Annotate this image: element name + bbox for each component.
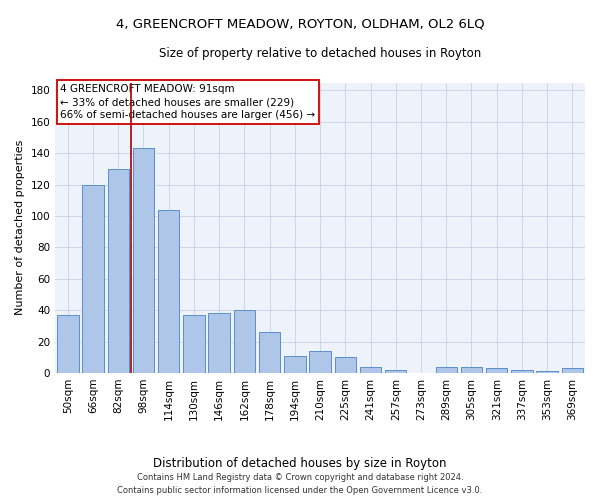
Y-axis label: Number of detached properties: Number of detached properties bbox=[15, 140, 25, 316]
Text: 4 GREENCROFT MEADOW: 91sqm
← 33% of detached houses are smaller (229)
66% of sem: 4 GREENCROFT MEADOW: 91sqm ← 33% of deta… bbox=[61, 84, 316, 120]
Bar bbox=[486, 368, 508, 373]
Bar bbox=[562, 368, 583, 373]
Bar bbox=[284, 356, 305, 373]
Bar bbox=[183, 315, 205, 373]
Bar bbox=[310, 351, 331, 373]
Bar bbox=[461, 366, 482, 373]
Bar bbox=[385, 370, 406, 373]
Bar bbox=[259, 332, 280, 373]
Title: Size of property relative to detached houses in Royton: Size of property relative to detached ho… bbox=[159, 48, 481, 60]
Bar bbox=[436, 366, 457, 373]
Bar bbox=[57, 315, 79, 373]
Bar bbox=[158, 210, 179, 373]
Bar bbox=[335, 358, 356, 373]
Text: Contains HM Land Registry data © Crown copyright and database right 2024.
Contai: Contains HM Land Registry data © Crown c… bbox=[118, 474, 482, 495]
Bar bbox=[360, 366, 381, 373]
Bar bbox=[82, 184, 104, 373]
Bar bbox=[133, 148, 154, 373]
Bar bbox=[208, 314, 230, 373]
Bar bbox=[233, 310, 255, 373]
Text: Distribution of detached houses by size in Royton: Distribution of detached houses by size … bbox=[153, 458, 447, 470]
Bar bbox=[536, 372, 558, 373]
Bar bbox=[511, 370, 533, 373]
Bar bbox=[107, 169, 129, 373]
Text: 4, GREENCROFT MEADOW, ROYTON, OLDHAM, OL2 6LQ: 4, GREENCROFT MEADOW, ROYTON, OLDHAM, OL… bbox=[116, 18, 484, 30]
